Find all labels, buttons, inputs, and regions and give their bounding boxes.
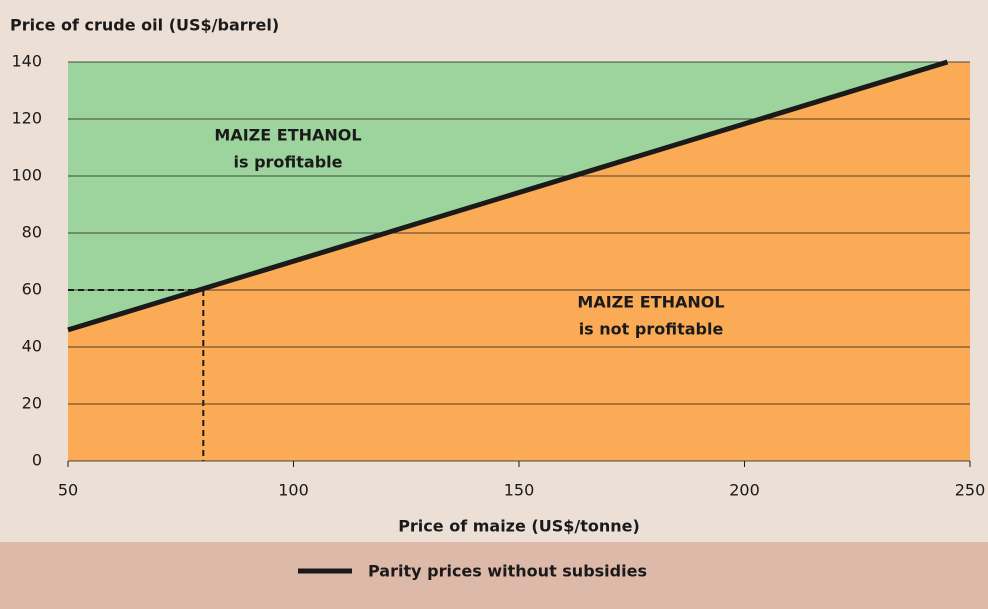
x-tick-label: 50 xyxy=(58,481,78,500)
y-tick-label: 0 xyxy=(32,451,42,470)
annotation: MAIZE ETHANOL xyxy=(577,293,724,312)
annotation: is not profitable xyxy=(579,320,724,339)
y-tick-label: 80 xyxy=(22,223,42,242)
parity-line xyxy=(67,59,949,333)
y-tick-label: 100 xyxy=(11,166,42,185)
y-tick-label: 20 xyxy=(22,394,42,413)
y-tick-label: 40 xyxy=(22,337,42,356)
legend-background xyxy=(0,542,988,609)
y-tick-label: 140 xyxy=(11,52,42,71)
x-axis-title: Price of maize (US$/tonne) xyxy=(398,517,640,536)
y-axis-title: Price of crude oil (US$/barrel) xyxy=(10,16,279,35)
annotation: MAIZE ETHANOL xyxy=(214,126,361,145)
x-tick-label: 100 xyxy=(278,481,309,500)
region-below xyxy=(68,62,970,461)
annotation: is profitable xyxy=(233,153,342,172)
x-tick-label: 250 xyxy=(955,481,986,500)
y-tick-label: 120 xyxy=(11,109,42,128)
legend-label: Parity prices without subsidies xyxy=(368,562,647,581)
x-tick-label: 200 xyxy=(729,481,760,500)
y-tick-label: 60 xyxy=(22,280,42,299)
x-tick-label: 150 xyxy=(504,481,535,500)
